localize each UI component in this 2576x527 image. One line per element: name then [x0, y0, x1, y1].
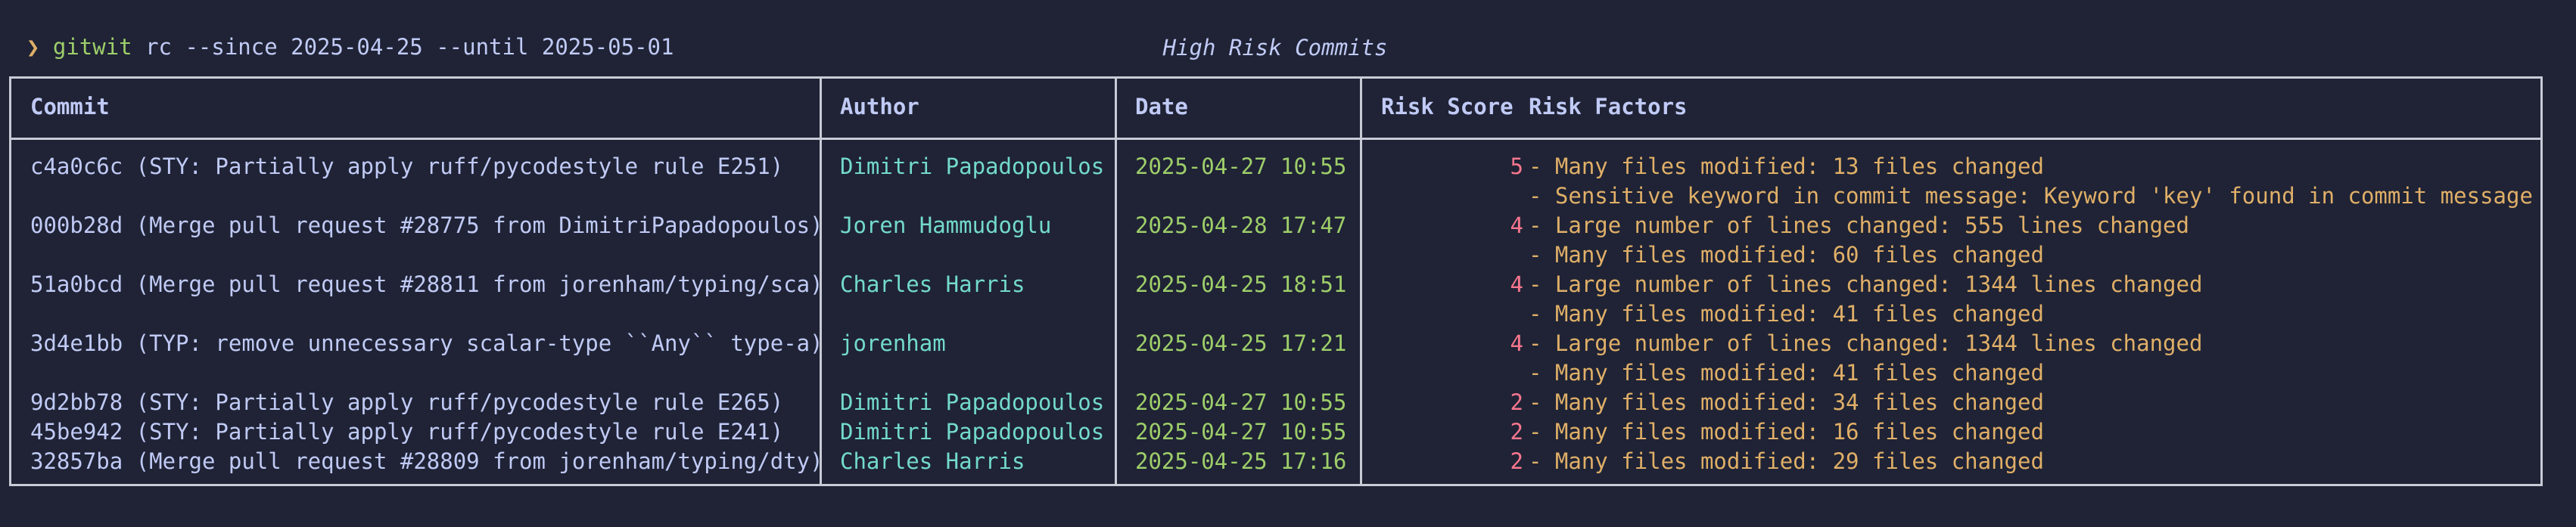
header-risk-factors: Risk Factors [1529, 94, 1688, 119]
header-author: Author [840, 94, 919, 119]
commit-cell: 3d4e1bb (TYP: remove unnecessary scalar-… [30, 330, 823, 356]
date-cell: 2025-04-25 17:21 [1135, 330, 1347, 356]
table-title: High Risk Commits [1162, 35, 1388, 60]
author-cell: Dimitri Papadopoulos [840, 153, 1105, 179]
date-cell: 2025-04-27 10:55 [1135, 153, 1347, 179]
command-args: rc --since 2025-04-25 --until 2025-05-01 [132, 34, 674, 60]
commit-cell: 32857ba (Merge pull request #28809 from … [30, 448, 823, 474]
header-commit: Commit [30, 94, 110, 119]
risk-factor-line: - Many files modified: 41 files changed [1529, 360, 2044, 386]
risk-factor-line: - Many files modified: 41 files changed [1529, 301, 2044, 327]
risk-score-cell: 2 [1510, 419, 1523, 445]
date-cell: 2025-04-27 10:55 [1135, 389, 1347, 415]
risk-factor-line: - Large number of lines changed: 555 lin… [1529, 212, 2189, 238]
risk-factor-line: - Many files modified: 13 files changed [1529, 153, 2044, 179]
high-risk-commits-table: Commit Author Date Risk Score Risk Facto… [9, 76, 2543, 486]
risk-factor-line: - Many files modified: 29 files changed [1529, 448, 2044, 474]
author-cell: Joren Hammudoglu [840, 212, 1052, 238]
author-cell: Dimitri Papadopoulos [840, 419, 1105, 445]
commit-cell: c4a0c6c (STY: Partially apply ruff/pycod… [30, 153, 784, 179]
risk-score-cell: 5 [1510, 153, 1523, 179]
risk-score-cell: 2 [1510, 448, 1523, 474]
author-cell: Dimitri Papadopoulos [840, 389, 1105, 415]
date-cell: 2025-04-28 17:47 [1135, 212, 1347, 238]
prompt-arrow-icon: ❯ [26, 34, 40, 60]
risk-score-cell: 4 [1510, 271, 1523, 297]
command-prompt-line: ❯ gitwit rc --since 2025-04-25 --until 2… [0, 3, 674, 60]
column-divider [820, 79, 822, 484]
date-cell: 2025-04-27 10:55 [1135, 419, 1347, 445]
header-risk-score: Risk Score [1381, 94, 1514, 119]
risk-score-cell: 4 [1510, 330, 1523, 356]
risk-factor-line: - Many files modified: 60 files changed [1529, 242, 2044, 268]
header-date: Date [1135, 94, 1188, 119]
commit-cell: 9d2bb78 (STY: Partially apply ruff/pycod… [30, 389, 784, 415]
author-cell: Charles Harris [840, 271, 1025, 297]
commit-cell: 51a0bcd (Merge pull request #28811 from … [30, 271, 823, 297]
commit-cell: 45be942 (STY: Partially apply ruff/pycod… [30, 419, 784, 445]
header-divider [11, 138, 2540, 140]
commit-cell: 000b28d (Merge pull request #28775 from … [30, 212, 823, 238]
risk-factor-line: - Large number of lines changed: 1344 li… [1529, 330, 2203, 356]
author-cell: jorenham [840, 330, 946, 356]
author-cell: Charles Harris [840, 448, 1025, 474]
risk-factor-line: - Sensitive keyword in commit message: K… [1529, 183, 2533, 209]
date-cell: 2025-04-25 17:16 [1135, 448, 1347, 474]
column-divider [1115, 79, 1117, 484]
risk-score-cell: 4 [1510, 212, 1523, 238]
risk-factor-line: - Many files modified: 16 files changed [1529, 419, 2044, 445]
risk-factor-line: - Many files modified: 34 files changed [1529, 389, 2044, 415]
command-name: gitwit [52, 34, 132, 60]
date-cell: 2025-04-25 18:51 [1135, 271, 1347, 297]
risk-factor-line: - Large number of lines changed: 1344 li… [1529, 271, 2203, 297]
risk-score-cell: 2 [1510, 389, 1523, 415]
column-divider [1360, 79, 1362, 484]
